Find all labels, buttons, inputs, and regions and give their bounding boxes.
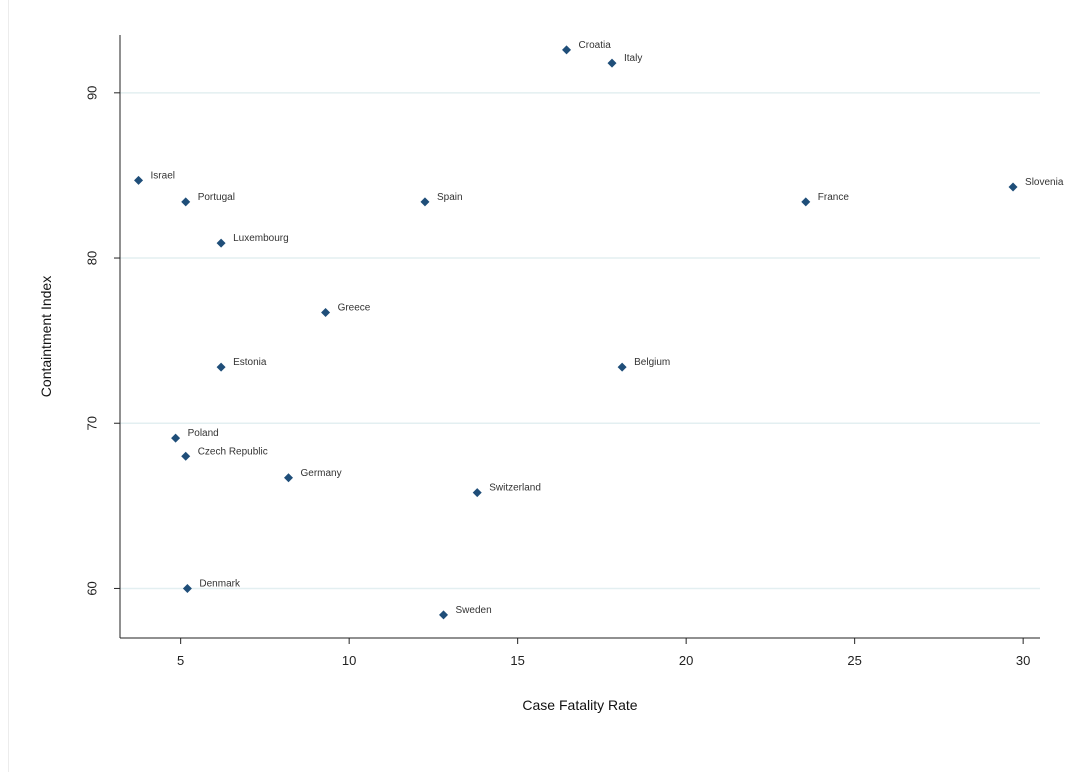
point-label-czech-republic: Czech Republic bbox=[198, 446, 268, 457]
x-tick-label-15: 15 bbox=[510, 653, 524, 668]
point-label-italy: Italy bbox=[624, 53, 642, 64]
ticks: 60 70 80 90 5 10 15 20 25 30 bbox=[84, 86, 1030, 668]
point-label-croatia: Croatia bbox=[579, 40, 612, 51]
point-label-slovenia: Slovenia bbox=[1025, 177, 1064, 188]
point-label-israel: Israel bbox=[151, 170, 175, 181]
point-poland bbox=[171, 433, 181, 443]
point-label-greece: Greece bbox=[338, 303, 371, 314]
point-germany bbox=[283, 473, 293, 483]
x-tick-label-10: 10 bbox=[342, 653, 356, 668]
y-tick-label-60: 60 bbox=[84, 581, 99, 595]
point-label-denmark: Denmark bbox=[199, 578, 241, 589]
point-label-portugal: Portugal bbox=[198, 192, 235, 203]
x-tick-label-25: 25 bbox=[847, 653, 861, 668]
point-label-luxembourg: Luxembourg bbox=[233, 233, 289, 244]
x-axis-title: Case Fatality Rate bbox=[522, 697, 637, 713]
y-tick-label-90: 90 bbox=[84, 86, 99, 100]
point-label-france: France bbox=[818, 192, 850, 203]
point-belgium bbox=[617, 362, 627, 372]
point-sweden bbox=[439, 610, 449, 620]
point-greece bbox=[321, 308, 331, 318]
y-tick-label-80: 80 bbox=[84, 251, 99, 265]
point-croatia bbox=[562, 45, 572, 55]
point-label-poland: Poland bbox=[188, 428, 219, 439]
point-label-estonia: Estonia bbox=[233, 357, 267, 368]
point-switzerland bbox=[472, 488, 482, 498]
data-points: Croatia Italy Israel Portugal Spain France Slo… bbox=[134, 40, 1064, 620]
point-label-switzerland: Switzerland bbox=[489, 483, 541, 494]
point-slovenia bbox=[1008, 182, 1018, 192]
panel-edge-line bbox=[8, 0, 9, 772]
y-axis-title: Containtment Index bbox=[38, 276, 54, 397]
point-denmark bbox=[182, 583, 192, 593]
point-label-sweden: Sweden bbox=[456, 605, 492, 616]
point-label-spain: Spain bbox=[437, 192, 463, 203]
gridlines bbox=[120, 92, 1040, 590]
y-tick-label-70: 70 bbox=[84, 416, 99, 430]
x-tick-label-5: 5 bbox=[177, 653, 184, 668]
axes bbox=[119, 35, 1040, 639]
x-tick-label-30: 30 bbox=[1016, 653, 1030, 668]
point-israel bbox=[134, 175, 144, 185]
x-tick-label-20: 20 bbox=[679, 653, 693, 668]
point-italy bbox=[607, 58, 617, 68]
point-spain bbox=[420, 197, 430, 207]
point-estonia bbox=[216, 362, 226, 372]
point-label-belgium: Belgium bbox=[634, 357, 670, 368]
point-label-germany: Germany bbox=[300, 468, 341, 479]
point-luxembourg bbox=[216, 238, 226, 248]
point-czech-republic bbox=[181, 451, 191, 461]
point-portugal bbox=[181, 197, 191, 207]
point-france bbox=[801, 197, 811, 207]
